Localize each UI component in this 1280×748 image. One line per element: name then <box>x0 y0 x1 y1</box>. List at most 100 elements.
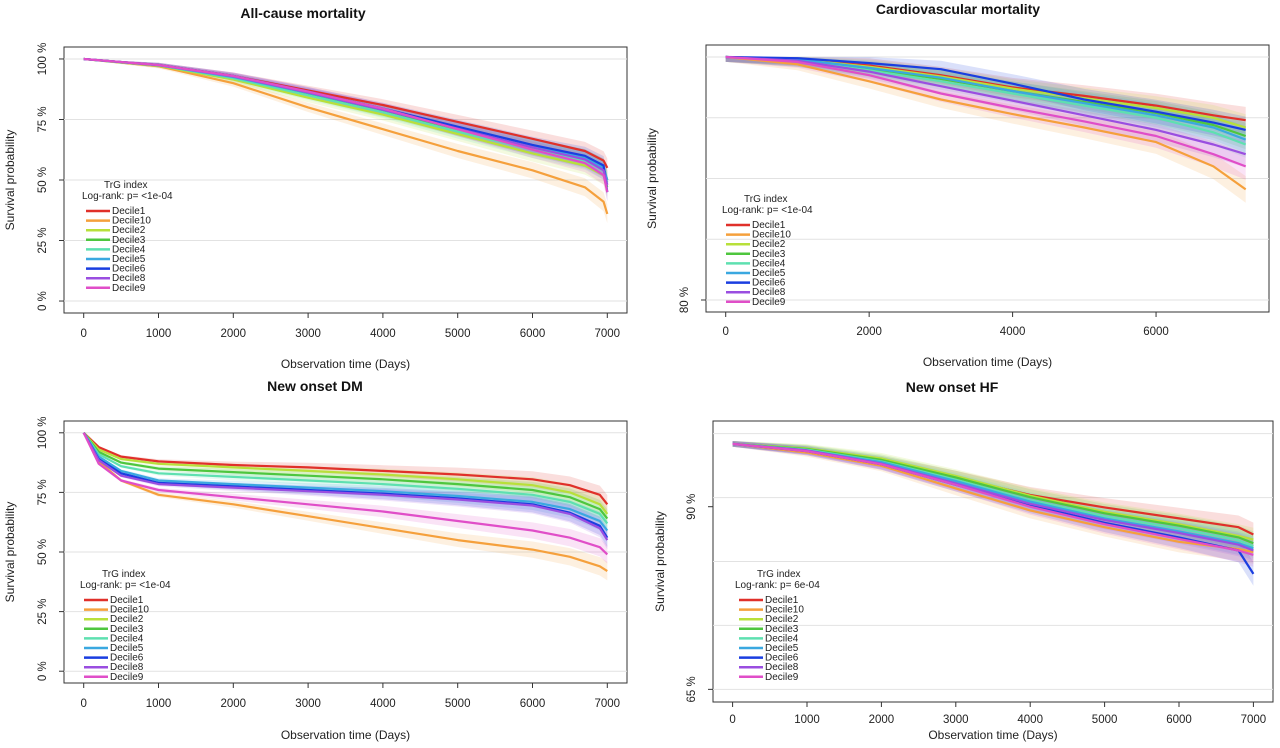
series-line-decile6 <box>82 432 609 539</box>
legend-label-decile2: Decile2 <box>765 614 799 625</box>
legend-title: TrG index <box>757 569 801 580</box>
series-line-decile9 <box>83 57 609 193</box>
legend-subtitle: Log-rank: p= <1e-04 <box>82 191 173 202</box>
chart-title: All-cause mortality <box>240 5 365 21</box>
legend-label-decile8: Decile8 <box>110 662 144 673</box>
legend-label-decile4: Decile4 <box>110 633 144 644</box>
chart-panel-3: New onset DM 0 1000 2000 3000 4000 5000 6000 700… <box>3 378 628 742</box>
legend-label-decile6: Decile6 <box>112 264 146 275</box>
series-line-decile1 <box>82 432 609 505</box>
legend-label-decile10: Decile10 <box>752 230 791 241</box>
x-tick-label: 6000 <box>1166 714 1192 726</box>
chart-panel-1: All-cause mortality 0 1000 2000 3000 4000 5000… <box>3 5 628 371</box>
x-tick-label: 2000 <box>221 328 247 340</box>
series-line-decile9 <box>82 432 609 556</box>
legend-title: TrG index <box>102 569 146 580</box>
legend-subtitle: Log-rank: p= <1e-04 <box>722 205 813 216</box>
legend-label-decile9: Decile9 <box>765 672 799 683</box>
legend-label-decile3: Decile3 <box>110 624 144 635</box>
x-tick-label: 6000 <box>1143 326 1169 338</box>
x-tick-label: 3000 <box>943 714 969 726</box>
legend-label-decile8: Decile8 <box>112 273 146 284</box>
y-axis: 0 % 25 % 50 % 75 % 100 % <box>37 43 64 311</box>
chart-title: New onset HF <box>906 379 999 395</box>
chart-panel-2: Cardiovascular mortality 0 2000 4000 6000 80 … <box>645 1 1270 369</box>
x-axis: 0 1000 2000 3000 4000 5000 6000 7000 <box>81 313 620 340</box>
y-tick-label: 50 % <box>37 167 49 193</box>
confidence-band-decile3 <box>83 432 608 528</box>
chart-title: Cardiovascular mortality <box>876 1 1040 17</box>
y-tick-label: 100 % <box>37 416 49 449</box>
x-tick-label: 5000 <box>445 328 471 340</box>
x-tick-label: 2000 <box>856 326 882 338</box>
y-tick-label: 0 % <box>37 291 49 311</box>
x-axis: 0 2000 4000 6000 <box>723 312 1169 338</box>
legend-label-decile4: Decile4 <box>765 633 799 644</box>
confidence-band-decile5 <box>83 432 608 540</box>
legend-label-decile4: Decile4 <box>752 258 786 269</box>
series-line-decile6 <box>725 55 1246 131</box>
confidence-band-decile6 <box>725 57 1246 144</box>
x-tick-label: 1000 <box>146 328 172 340</box>
legend-label-decile5: Decile5 <box>110 643 144 654</box>
x-tick-label: 0 <box>81 328 87 340</box>
legend-label-decile3: Decile3 <box>765 624 799 635</box>
series-line-decile4 <box>82 432 609 525</box>
legend-label-decile5: Decile5 <box>752 268 786 279</box>
legend-label-decile5: Decile5 <box>112 254 146 265</box>
x-tick-label: 4000 <box>1017 714 1043 726</box>
grid-lines <box>64 58 627 302</box>
legend-subtitle: Log-rank: p= <1e-04 <box>80 580 171 591</box>
confidence-band-decile6 <box>83 59 608 202</box>
y-axis: 80 % <box>679 287 706 313</box>
series-line-decile10 <box>725 55 1247 191</box>
legend-label-decile10: Decile10 <box>112 216 151 227</box>
confidence-band-decile1 <box>725 57 1246 134</box>
legend-label-decile5: Decile5 <box>765 643 799 654</box>
y-axis: 65 % 90 % <box>686 494 713 702</box>
series-group <box>732 441 1255 586</box>
x-axis-label: Observation time (Days) <box>928 728 1057 742</box>
series-group <box>83 57 609 224</box>
legend-title: TrG index <box>744 194 788 205</box>
y-axis: 0 % 25 % 50 % 75 % 100 % <box>37 416 64 681</box>
legend-title: TrG index <box>104 180 148 191</box>
confidence-band-decile10 <box>732 441 1254 564</box>
legend-subtitle: Log-rank: p= 6e-04 <box>735 580 820 591</box>
x-tick-label: 5000 <box>1092 714 1118 726</box>
legend-label-decile6: Decile6 <box>765 653 799 664</box>
legend-label-decile9: Decile9 <box>112 283 146 294</box>
legend-label-decile8: Decile8 <box>765 662 799 673</box>
series-group <box>725 55 1247 203</box>
x-tick-label: 7000 <box>594 328 620 340</box>
y-axis-label: Survival probability <box>645 128 659 229</box>
legend-label-decile6: Decile6 <box>752 278 786 289</box>
series-line-decile10 <box>83 57 609 215</box>
x-axis-label: Observation time (Days) <box>923 355 1052 369</box>
y-tick-label: 0 % <box>37 661 49 681</box>
legend-label-decile2: Decile2 <box>752 239 786 250</box>
y-tick-label: 80 % <box>679 287 691 313</box>
x-tick-label: 1000 <box>794 714 820 726</box>
confidence-band-decile8 <box>732 441 1254 563</box>
x-tick-label: 5000 <box>445 698 471 710</box>
x-axis: 0 1000 2000 3000 4000 5000 6000 7000 <box>729 702 1266 726</box>
confidence-band-decile10 <box>725 57 1246 203</box>
x-tick-label: 6000 <box>520 328 546 340</box>
y-tick-label: 75 % <box>37 106 49 132</box>
y-axis-label: Survival probability <box>3 502 17 603</box>
x-tick-label: 4000 <box>370 328 396 340</box>
x-tick-label: 0 <box>81 698 87 710</box>
grid-lines <box>713 433 1273 690</box>
x-tick-label: 1000 <box>146 698 172 710</box>
legend-label-decile3: Decile3 <box>752 249 786 260</box>
x-tick-label: 6000 <box>520 698 546 710</box>
x-tick-label: 4000 <box>1000 326 1026 338</box>
series-line-decile8 <box>725 55 1247 156</box>
legend-label-decile1: Decile1 <box>765 595 799 606</box>
x-tick-label: 0 <box>723 326 729 338</box>
